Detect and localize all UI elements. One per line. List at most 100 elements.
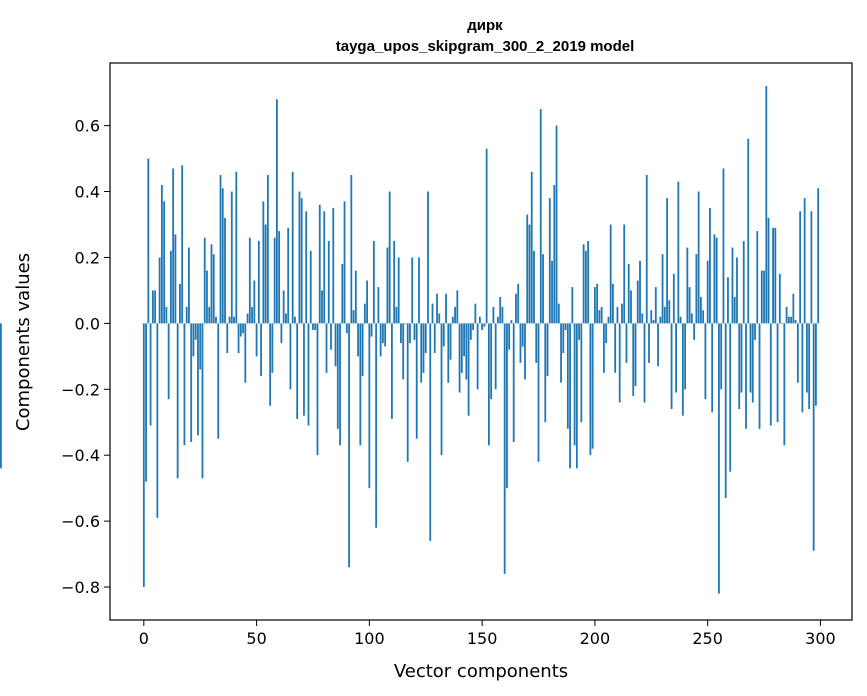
bar-251	[709, 208, 711, 324]
bar-218	[634, 323, 637, 386]
bar-254	[715, 237, 718, 324]
bar-255	[718, 323, 720, 594]
bar-106	[381, 323, 384, 344]
bar-40	[233, 316, 235, 324]
bar-263	[736, 257, 738, 324]
y-tick-label: 0.2	[75, 248, 100, 267]
bar-239	[681, 323, 684, 416]
bar-35	[221, 188, 224, 324]
bar-13	[172, 168, 175, 324]
bar-190	[571, 287, 574, 324]
bar-191	[573, 323, 576, 446]
bar-126	[427, 191, 429, 324]
bar-177	[542, 254, 544, 324]
x-tick-label: 0	[139, 629, 149, 648]
bar-23	[194, 323, 197, 340]
bar-286	[787, 316, 790, 324]
bar-125	[424, 323, 427, 354]
bar-86	[336, 323, 339, 429]
bars-group	[0, 86, 820, 594]
bar-56	[269, 323, 272, 406]
y-tick-label: 0.0	[75, 314, 100, 333]
bar-79	[321, 290, 323, 324]
bar-112	[395, 306, 398, 324]
bar-185	[560, 323, 562, 383]
bar-101	[370, 323, 373, 337]
bar-66	[291, 171, 294, 324]
bar-69	[298, 191, 301, 324]
bar-153	[487, 323, 490, 446]
bar-30	[210, 244, 213, 324]
bar-164	[512, 323, 515, 443]
bar-104	[377, 287, 380, 324]
bar-144	[467, 323, 470, 416]
bar-111	[393, 240, 396, 324]
bar-141	[460, 323, 463, 373]
bar-65	[289, 323, 292, 390]
bar-209	[614, 323, 617, 373]
bar-241	[686, 247, 689, 324]
bar-88	[341, 264, 344, 324]
bar-298	[815, 323, 817, 406]
x-axis-label: Vector components	[394, 661, 568, 682]
bar-237	[677, 181, 680, 324]
bar-155	[492, 306, 495, 324]
bar-43	[239, 323, 242, 337]
bar-274	[760, 270, 763, 324]
bar-179	[546, 323, 549, 377]
bar-18	[183, 323, 186, 446]
bar-123	[420, 323, 423, 383]
bar-124	[422, 323, 425, 373]
bar-17	[181, 165, 184, 324]
bar-4	[151, 290, 154, 324]
bar-230	[661, 254, 664, 324]
bar-169	[524, 323, 526, 380]
bar-297	[812, 323, 815, 551]
bar-140	[458, 323, 461, 393]
bar-280	[774, 227, 777, 324]
bar-61	[280, 323, 283, 344]
bar-201	[596, 283, 599, 324]
bar-83	[330, 323, 332, 350]
bar-50	[255, 323, 258, 357]
bar-231	[663, 306, 666, 324]
bar-291	[799, 211, 802, 324]
bar-119	[411, 257, 414, 324]
y-axis-label: Components values	[13, 253, 34, 431]
bar-151	[483, 323, 486, 327]
bar-100	[368, 323, 371, 489]
bar-222	[643, 323, 646, 403]
bar-114	[400, 323, 402, 344]
x-tick-label: 150	[467, 629, 498, 648]
bar-269	[749, 323, 752, 393]
bar-11	[167, 323, 170, 400]
bar-44	[242, 323, 244, 334]
bar-173	[533, 250, 535, 324]
bar-227	[654, 287, 657, 324]
bar-235	[672, 273, 675, 324]
bar-55	[266, 175, 269, 324]
bar-220	[639, 260, 641, 324]
bar-150	[481, 323, 484, 330]
bar-134	[445, 293, 447, 324]
bar-157	[497, 316, 499, 324]
bar-131	[438, 313, 441, 324]
x-axis: 0 50 100 150 200 250 300	[139, 620, 836, 648]
bar-47	[248, 237, 251, 324]
bar-85	[334, 323, 337, 367]
bar-275	[763, 270, 765, 324]
bar-261	[731, 247, 734, 324]
bar-285	[785, 306, 788, 324]
bar-28	[206, 270, 208, 324]
bar-89	[343, 201, 346, 324]
bar-292	[801, 323, 804, 413]
bar-95	[357, 323, 359, 357]
bar-26	[201, 323, 204, 479]
bar-290	[796, 323, 799, 383]
bar-249	[704, 323, 707, 400]
bar-97	[361, 323, 364, 377]
bar-146	[472, 323, 474, 330]
bar-208	[612, 283, 614, 324]
